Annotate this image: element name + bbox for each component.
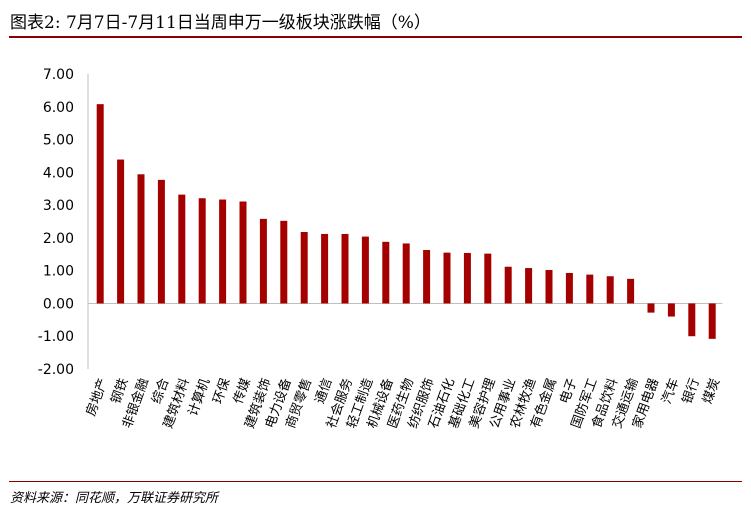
category-labels: 房地产钢铁非银金融综合建筑材料计算机环保传媒建筑装饰电力设备商贸零售通信社会服务… — [83, 376, 723, 430]
bar — [361, 236, 369, 304]
category-label: 煤炭 — [700, 376, 723, 406]
bar — [239, 201, 247, 304]
bar — [565, 272, 573, 304]
y-axis-ticks: -2.00 -1.00 0.00 1.00 2.00 3.00 4.00 5.00 6.00 7.… — [38, 67, 74, 378]
bar — [463, 252, 471, 304]
bar — [402, 243, 410, 304]
y-tick-label: 6.00 — [43, 100, 74, 116]
bar — [525, 268, 533, 304]
bar — [484, 253, 492, 304]
bar — [382, 241, 390, 304]
y-tick-label: 1.00 — [43, 264, 74, 280]
bar — [259, 218, 267, 304]
y-tick-label: 2.00 — [43, 231, 74, 247]
bar — [198, 198, 206, 304]
bar — [545, 270, 553, 304]
bars — [96, 104, 716, 339]
bar — [688, 303, 696, 337]
chart-title: 图表2: 7月7日-7月11日当周申万一级板块涨跌幅（%） — [10, 13, 431, 33]
bar — [443, 252, 451, 304]
y-tick-label: 7.00 — [43, 67, 74, 83]
bar — [321, 233, 329, 304]
bar — [96, 104, 104, 304]
bar — [586, 274, 594, 304]
bar — [157, 179, 165, 304]
bar — [606, 276, 614, 304]
bar — [341, 233, 349, 304]
bar — [627, 278, 635, 304]
bar — [117, 159, 125, 304]
y-tick-label: -1.00 — [38, 329, 74, 345]
bar — [504, 266, 512, 304]
bar-chart: -2.00 -1.00 0.00 1.00 2.00 3.00 4.00 5.00 6.00 7.… — [38, 67, 723, 430]
bar — [219, 199, 227, 304]
bar — [178, 194, 186, 304]
y-tick-label: -2.00 — [38, 362, 74, 378]
bar — [667, 303, 675, 317]
y-tick-label: 4.00 — [43, 165, 74, 181]
bar — [280, 220, 288, 304]
source-note: 资料来源：同花顺，万联证券研究所 — [10, 491, 219, 506]
bar — [137, 174, 145, 304]
bar — [300, 231, 308, 304]
bar — [708, 303, 716, 339]
title-divider — [9, 36, 742, 38]
y-tick-label: 5.00 — [43, 133, 74, 149]
bar — [647, 303, 655, 313]
footer-divider — [9, 481, 742, 482]
y-tick-label: 3.00 — [43, 198, 74, 214]
bar — [423, 250, 431, 304]
category-label: 房地产 — [83, 376, 111, 418]
y-tick-label: 0.00 — [43, 296, 74, 312]
